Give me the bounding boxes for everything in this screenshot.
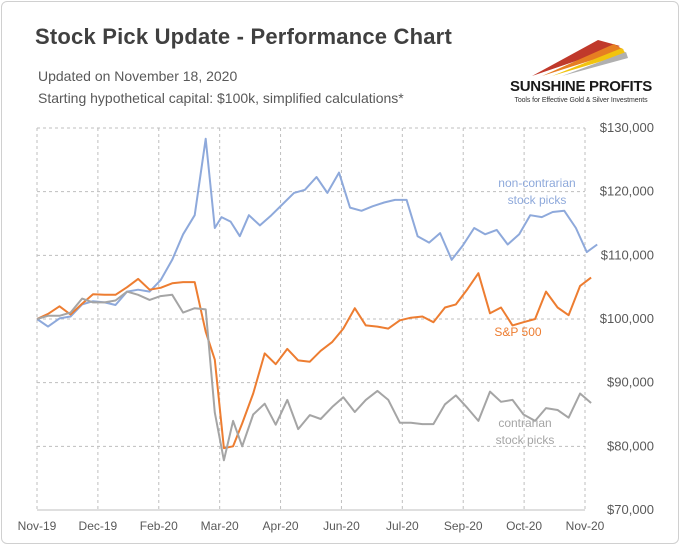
logo-tagline: Tools for Effective Gold & Silver Invest… bbox=[514, 97, 648, 104]
x-tick-label: Dec-19 bbox=[79, 519, 118, 533]
x-tick-label: Jul-20 bbox=[386, 519, 419, 533]
series-lines bbox=[36, 137, 598, 462]
chart-grid bbox=[36, 127, 586, 511]
x-tick-label: Oct-20 bbox=[506, 519, 542, 533]
capital-note: Starting hypothetical capital: $100k, si… bbox=[38, 90, 404, 106]
updated-date: Updated on November 18, 2020 bbox=[38, 68, 238, 84]
y-tick-label: $120,000 bbox=[600, 184, 654, 199]
sunshine-profits-logo: SUNSHINE PROFITS Tools for Effective Gol… bbox=[502, 32, 662, 112]
chart-title: Stock Pick Update - Performance Chart bbox=[35, 24, 452, 49]
y-tick-label: $130,000 bbox=[600, 120, 654, 135]
series-label: stock picks bbox=[496, 433, 555, 447]
series-label: non-contrarian bbox=[498, 176, 575, 190]
x-tick-label: Apr-20 bbox=[263, 519, 299, 533]
series-label: contrarian bbox=[498, 416, 551, 430]
series-line-0 bbox=[36, 137, 598, 328]
x-tick-label: Feb-20 bbox=[140, 519, 178, 533]
series-line-1 bbox=[36, 272, 592, 450]
y-tick-label: $70,000 bbox=[607, 502, 654, 517]
series-line-2 bbox=[36, 290, 592, 462]
y-tick-label: $110,000 bbox=[601, 247, 654, 262]
x-tick-label: Jun-20 bbox=[323, 519, 360, 533]
x-tick-label: Nov-20 bbox=[566, 519, 605, 533]
y-axis-labels: $70,000 $80,000 $90,000 $100,000 $110,000 $12… bbox=[600, 120, 654, 517]
series-labels: non-contrarian stock picks S&P 500 contrari… bbox=[494, 176, 575, 447]
y-tick-label: $80,000 bbox=[607, 438, 654, 453]
series-label: stock picks bbox=[508, 193, 567, 207]
x-tick-label: Mar-20 bbox=[201, 519, 239, 533]
x-tick-label: Nov-19 bbox=[18, 519, 57, 533]
logo-name: SUNSHINE PROFITS bbox=[510, 78, 652, 95]
series-label: S&P 500 bbox=[494, 325, 541, 339]
y-tick-label: $100,000 bbox=[600, 311, 654, 326]
logo-swoosh-icon bbox=[532, 40, 628, 76]
y-tick-label: $90,000 bbox=[607, 375, 654, 390]
x-axis-labels: Nov-19 Dec-19 Feb-20 Mar-20 Apr-20 Jun-20 Jul-… bbox=[18, 519, 605, 533]
x-tick-label: Sep-20 bbox=[444, 519, 483, 533]
